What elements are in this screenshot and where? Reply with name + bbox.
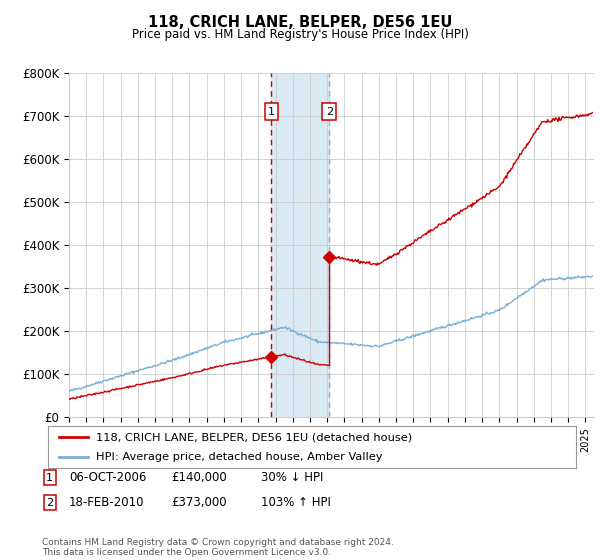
Bar <box>271 73 329 417</box>
Text: 06-OCT-2006: 06-OCT-2006 <box>69 471 146 484</box>
Text: 18-FEB-2010: 18-FEB-2010 <box>69 496 145 510</box>
Text: 103% ↑ HPI: 103% ↑ HPI <box>261 496 331 510</box>
Text: £140,000: £140,000 <box>171 471 227 484</box>
Text: HPI: Average price, detached house, Amber Valley: HPI: Average price, detached house, Ambe… <box>95 452 382 462</box>
Text: 118, CRICH LANE, BELPER, DE56 1EU (detached house): 118, CRICH LANE, BELPER, DE56 1EU (detac… <box>95 432 412 442</box>
Text: 118, CRICH LANE, BELPER, DE56 1EU: 118, CRICH LANE, BELPER, DE56 1EU <box>148 15 452 30</box>
Text: 1: 1 <box>268 106 275 116</box>
Text: Price paid vs. HM Land Registry's House Price Index (HPI): Price paid vs. HM Land Registry's House … <box>131 28 469 41</box>
Text: 2: 2 <box>326 106 333 116</box>
Text: 2: 2 <box>46 498 53 508</box>
Text: 30% ↓ HPI: 30% ↓ HPI <box>261 471 323 484</box>
Text: £373,000: £373,000 <box>171 496 227 510</box>
Text: Contains HM Land Registry data © Crown copyright and database right 2024.
This d: Contains HM Land Registry data © Crown c… <box>42 538 394 557</box>
Text: 1: 1 <box>46 473 53 483</box>
